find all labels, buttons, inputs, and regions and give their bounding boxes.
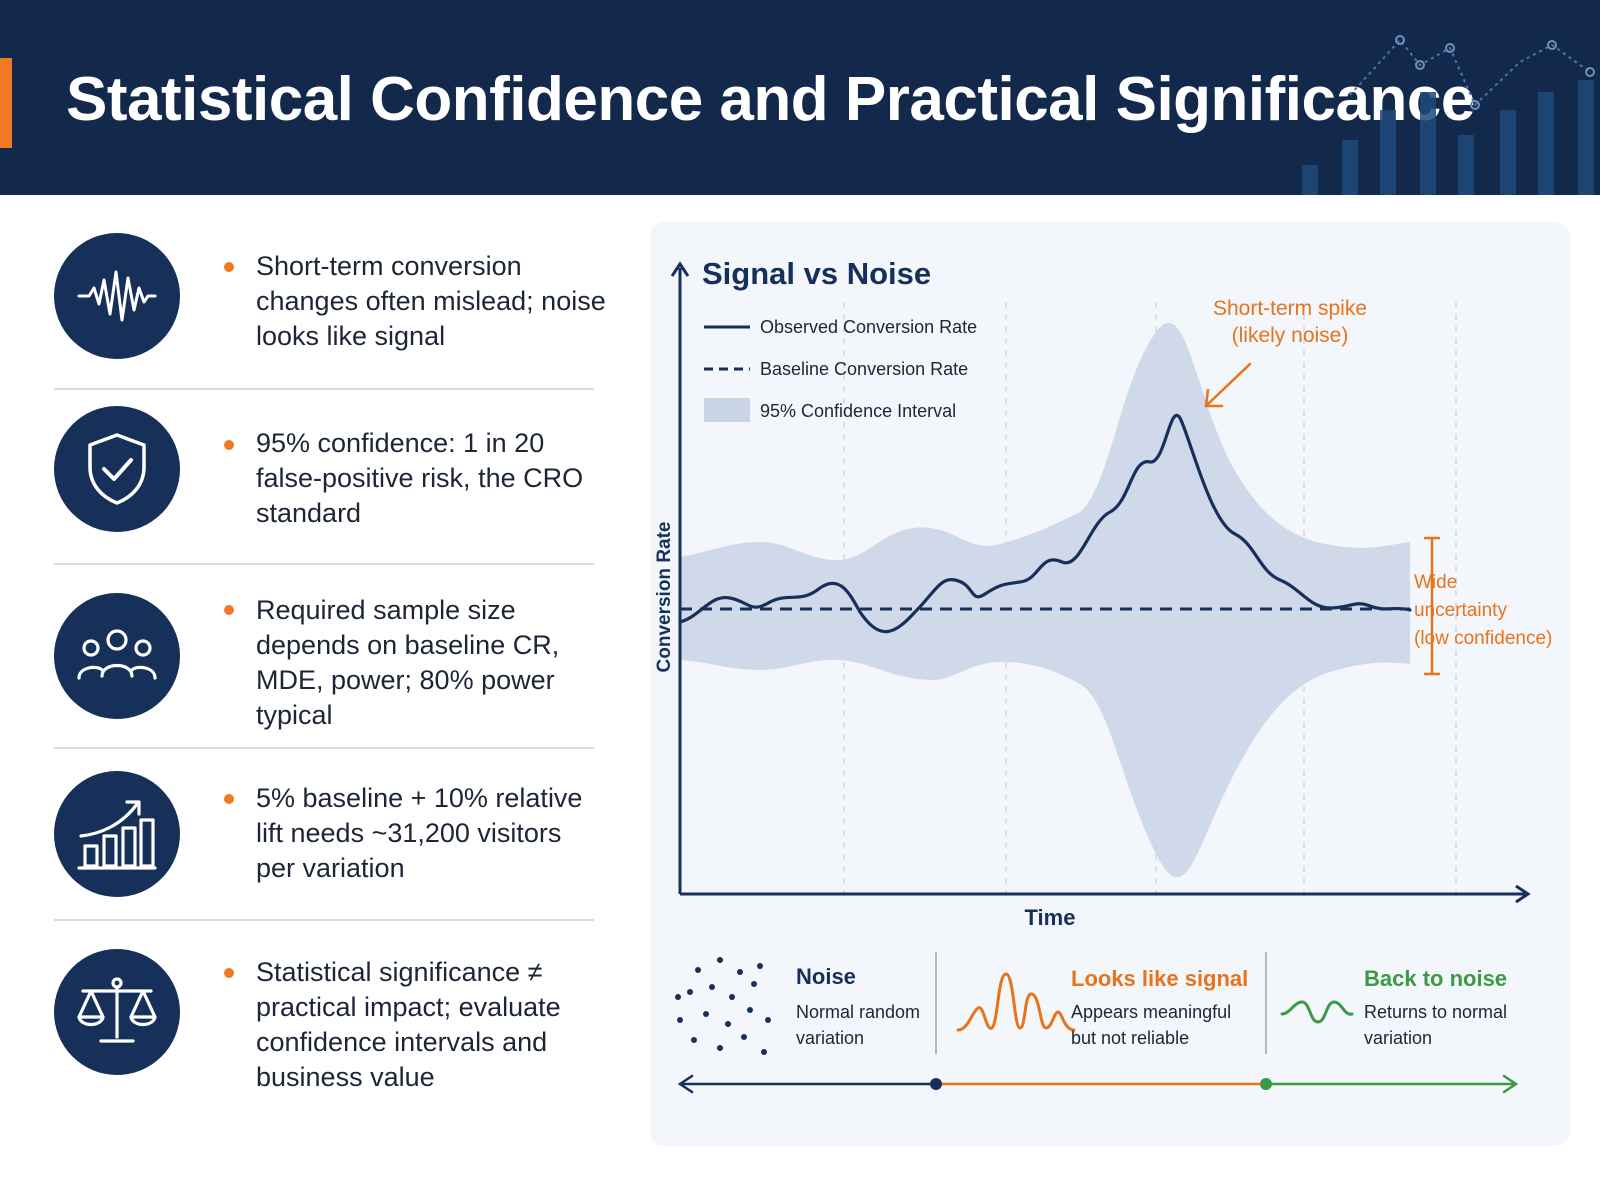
shield-check-icon	[88, 433, 146, 505]
point-icon-circle	[54, 593, 180, 719]
phase-title-signal: Looks like signal	[1071, 966, 1248, 991]
header-banner: Statistical Confidence and Practical Sig…	[0, 0, 1600, 195]
list-item: 5% baseline + 10% relative lift needs ~3…	[54, 749, 594, 921]
header-accent-bar	[0, 58, 12, 148]
observed-conversion-line	[678, 413, 1412, 634]
y-axis-label: Conversion Rate	[654, 522, 675, 673]
bullet-dot	[224, 440, 234, 450]
phase-desc-signal-1: Appears meaningful	[1071, 1002, 1231, 1022]
chart-legend: Observed Conversion Rate Baseline Conver…	[704, 317, 977, 422]
point-text: Required sample size depends on baseline…	[256, 595, 560, 730]
waveform-icon	[77, 270, 157, 322]
uncertainty-annotation-line3: (low confidence)	[1414, 628, 1552, 649]
phase-desc-noise-2: variation	[796, 1028, 864, 1048]
key-points-list: Short-term conversion changes often misl…	[54, 215, 606, 1131]
uncertainty-bracket-icon	[1424, 536, 1440, 676]
point-icon-circle	[54, 949, 180, 1075]
confidence-interval-band	[680, 322, 1410, 878]
signal-vs-noise-panel: Signal vs Noise Time Conversion Rate Obs…	[650, 222, 1570, 1146]
point-icon-circle	[54, 233, 180, 359]
phase-title-back: Back to noise	[1364, 966, 1507, 991]
spike-annotation-line1: Short-term spike	[1213, 297, 1367, 320]
point-text: 95% confidence: 1 in 20 false-positive r…	[256, 428, 584, 528]
x-axis-arrowhead	[1515, 884, 1531, 904]
spike-annotation-line2: (likely noise)	[1232, 324, 1349, 347]
uncertainty-annotation-line2: uncertainty	[1414, 600, 1507, 621]
phase-desc-back-1: Returns to normal	[1364, 1002, 1507, 1022]
phase-desc-signal-2: but not reliable	[1071, 1028, 1189, 1048]
page-title: Statistical Confidence and Practical Sig…	[66, 65, 1475, 134]
legend-interval-label: 95% Confidence Interval	[760, 401, 956, 421]
x-axis-label: Time	[1025, 905, 1076, 930]
point-icon-circle	[54, 406, 180, 532]
legend-baseline-label: Baseline Conversion Rate	[760, 359, 968, 379]
point-text: Statistical significance ≠ practical imp…	[256, 957, 561, 1092]
scattered-dots-icon	[675, 957, 771, 1055]
phase-desc-noise-1: Normal random	[796, 1002, 920, 1022]
header-chart-decoration-icon	[1302, 35, 1595, 195]
bullet-dot	[224, 262, 234, 272]
people-group-icon	[77, 629, 157, 680]
list-item: Required sample size depends on baseline…	[54, 565, 594, 749]
signal-vs-noise-diagram: Signal vs Noise Time Conversion Rate Obs…	[654, 256, 1552, 1094]
point-icon-circle	[54, 771, 180, 897]
phase-timeline	[677, 1074, 1519, 1094]
phase-title-noise: Noise	[796, 964, 856, 989]
phase-desc-back-2: variation	[1364, 1028, 1432, 1048]
y-axis-arrowhead	[670, 261, 690, 277]
orange-wave-icon	[956, 972, 1076, 1032]
uncertainty-annotation-line1: Wide	[1414, 572, 1457, 593]
point-text: Short-term conversion changes often misl…	[256, 251, 606, 351]
point-text: 5% baseline + 10% relative lift needs ~3…	[256, 783, 583, 883]
chart-title: Signal vs Noise	[702, 256, 931, 291]
list-item: Short-term conversion changes often misl…	[54, 215, 606, 390]
bar-chart-up-arrow-icon	[77, 800, 157, 870]
list-item: Statistical significance ≠ practical imp…	[54, 921, 594, 1131]
green-wave-icon	[1280, 1000, 1354, 1024]
legend-observed-label: Observed Conversion Rate	[760, 317, 977, 337]
bullet-dot	[224, 968, 234, 978]
spike-arrow-icon	[1204, 362, 1252, 408]
bullet-dot	[224, 605, 234, 615]
timeline-node-1	[930, 1078, 942, 1090]
bullet-dot	[224, 794, 234, 804]
balance-scale-icon	[77, 977, 157, 1043]
list-item: 95% confidence: 1 in 20 false-positive r…	[54, 390, 594, 565]
timeline-node-2	[1260, 1078, 1272, 1090]
legend-interval-swatch	[704, 398, 750, 422]
